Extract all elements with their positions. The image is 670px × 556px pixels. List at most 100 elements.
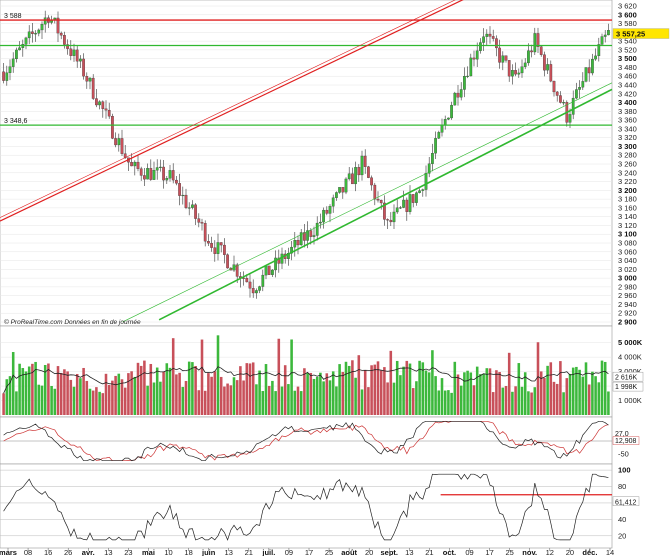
volume-bar: [469, 372, 473, 415]
price-tick-label: 3 080: [618, 239, 637, 248]
candle-body: [450, 104, 453, 119]
candle-body: [191, 204, 194, 208]
volume-bar: [559, 361, 562, 415]
volume-bar: [411, 388, 415, 415]
volume-bar: [379, 370, 383, 415]
candle-body: [210, 243, 213, 248]
x-tick-label: 08: [24, 548, 32, 556]
volume-bar: [229, 385, 233, 415]
candle-body: [482, 36, 485, 43]
volume-bar: [568, 373, 572, 415]
candle-body: [66, 44, 69, 49]
candle-body: [178, 183, 181, 196]
price-tick-label: 3 440: [618, 81, 637, 90]
candle-body: [322, 209, 325, 223]
volume-bar: [447, 390, 450, 415]
volume-bar: [450, 392, 453, 415]
candle-body: [11, 58, 15, 67]
volume-bar: [603, 361, 607, 415]
price-tick-label: 3 020: [618, 265, 637, 274]
candle-body: [216, 242, 220, 254]
volume-bar: [149, 363, 153, 415]
candle-body: [111, 116, 114, 139]
candle-body: [485, 33, 489, 37]
volume-ma-label: 1 998K: [615, 384, 638, 391]
volume-bar: [5, 379, 9, 415]
candle-body: [408, 194, 412, 212]
volume-bar: [258, 370, 261, 415]
price-tick-label: 3 200: [618, 186, 637, 195]
volume-bar: [56, 366, 60, 415]
volume-tick-label: 3 000K: [618, 367, 642, 376]
x-tick-label: 17: [485, 548, 493, 556]
candle-body: [267, 265, 271, 275]
candle-body: [312, 235, 316, 237]
candle-body: [568, 114, 572, 123]
volume-bar: [571, 367, 575, 415]
volume-bar: [338, 364, 341, 415]
x-tick-label: 20: [365, 548, 373, 556]
candle-body: [200, 222, 204, 224]
volume-bar: [181, 386, 185, 415]
volume-bar: [523, 372, 527, 415]
volume-bar: [72, 386, 76, 415]
volume-bar: [280, 386, 284, 415]
volume-bar: [527, 391, 530, 415]
candle-body: [594, 55, 597, 60]
volume-bar: [216, 335, 220, 415]
candle-body: [130, 161, 133, 167]
candle-body: [175, 179, 178, 184]
price-tick-label: 3 300: [618, 142, 637, 151]
volume-bar: [341, 371, 345, 415]
candle-body: [162, 166, 165, 181]
volume-bar: [296, 386, 300, 415]
volume-bar: [357, 355, 361, 415]
candle-body: [261, 274, 265, 287]
volume-bar: [34, 361, 37, 415]
candle-body: [562, 102, 565, 104]
volume-bar: [27, 366, 31, 415]
x-tick-label: 09: [285, 548, 293, 556]
volume-bar: [475, 366, 479, 415]
volume-bar: [53, 388, 57, 415]
volume-bar: [232, 377, 236, 415]
volume-bar: [472, 385, 476, 415]
rsi-last-label: 61,412: [615, 499, 637, 506]
candle-body: [463, 76, 466, 90]
candle-body: [104, 108, 108, 111]
level-label: 3 348,6: [4, 118, 27, 125]
candle-body: [27, 31, 31, 39]
panel-frame-0: [0, 0, 613, 327]
candle-body: [184, 194, 188, 208]
volume-bar: [591, 371, 594, 415]
volume-bar: [351, 360, 354, 415]
volume-bar: [587, 384, 591, 415]
candle-body: [293, 240, 297, 248]
volume-bar: [479, 374, 482, 415]
volume-bar: [453, 361, 457, 415]
volume-bar: [434, 376, 437, 415]
candle-body: [559, 95, 562, 103]
volume-bar: [389, 350, 393, 415]
volume-bar: [274, 391, 277, 415]
volume-bar: [130, 371, 133, 415]
volume-bar: [328, 380, 332, 415]
candle-body: [571, 97, 575, 115]
candle-body: [447, 117, 450, 120]
watermark: © ProRealTime.com Données en fin de jour…: [4, 319, 141, 326]
volume-bar: [47, 363, 50, 415]
candle-body: [56, 17, 60, 34]
volume-bar: [245, 363, 249, 415]
candle-body: [498, 47, 501, 63]
candle-body: [114, 138, 117, 146]
volume-bar: [607, 391, 610, 415]
volume-bar: [114, 375, 117, 415]
candle-body: [344, 178, 348, 193]
candle-body: [251, 288, 255, 294]
volume-bar: [543, 377, 546, 415]
volume-bar: [155, 367, 159, 415]
price-tick-label: 3 400: [618, 98, 637, 107]
candle-body: [8, 66, 12, 73]
volume-bar: [117, 373, 121, 415]
